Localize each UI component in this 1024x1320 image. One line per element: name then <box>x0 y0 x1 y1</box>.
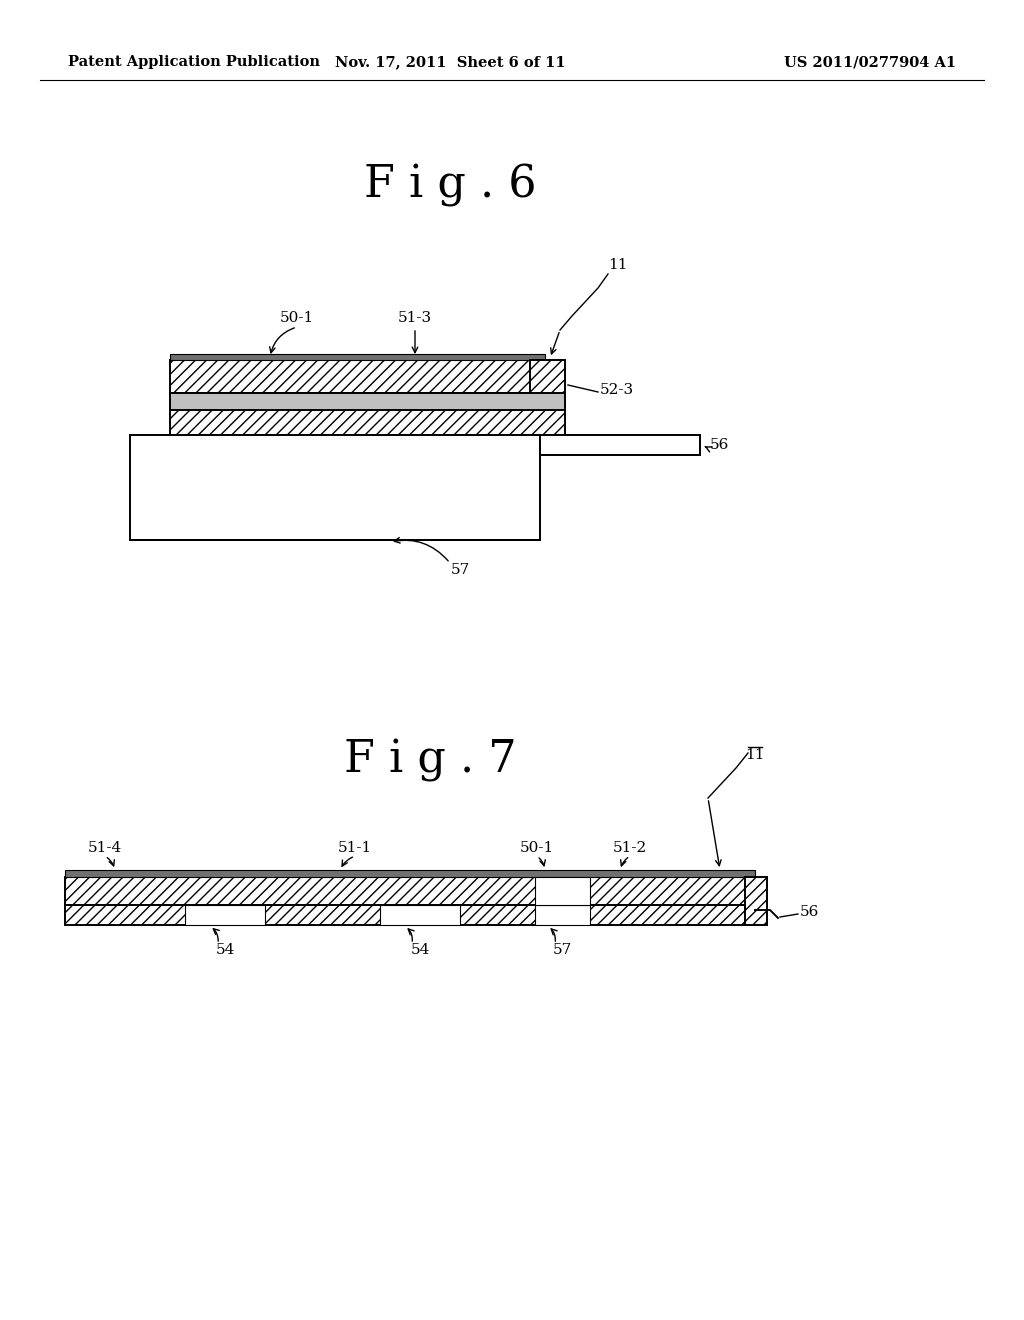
Bar <box>170 411 565 436</box>
FancyArrowPatch shape <box>706 446 712 451</box>
Text: 57: 57 <box>552 942 571 957</box>
Text: 57: 57 <box>451 564 470 577</box>
FancyArrowPatch shape <box>213 929 219 941</box>
Text: F i g . 7: F i g . 7 <box>344 738 516 781</box>
Text: US 2011/0277904 A1: US 2011/0277904 A1 <box>784 55 956 69</box>
Text: 51-4: 51-4 <box>88 841 122 855</box>
Text: F i g . 6: F i g . 6 <box>364 164 537 207</box>
Bar <box>185 906 265 925</box>
Bar <box>65 876 755 906</box>
Text: 51-3: 51-3 <box>398 312 432 325</box>
Text: 50-1: 50-1 <box>280 312 314 325</box>
FancyArrowPatch shape <box>413 331 418 352</box>
Bar <box>535 876 590 906</box>
Bar <box>65 906 755 925</box>
Bar <box>170 354 545 360</box>
FancyArrowPatch shape <box>551 929 557 941</box>
Text: 51-2: 51-2 <box>613 841 647 855</box>
Text: 54: 54 <box>215 942 234 957</box>
Text: 52-3: 52-3 <box>600 383 634 397</box>
Text: 11: 11 <box>608 257 628 272</box>
Bar <box>170 393 565 411</box>
Text: 50-1: 50-1 <box>520 841 554 855</box>
FancyArrowPatch shape <box>539 858 546 866</box>
Bar <box>540 436 700 455</box>
Bar <box>65 870 755 876</box>
Bar <box>130 436 540 540</box>
Bar <box>380 906 460 925</box>
Text: 54: 54 <box>411 942 430 957</box>
Bar <box>535 906 590 925</box>
Bar <box>745 876 767 925</box>
Text: 56: 56 <box>710 438 729 451</box>
FancyArrowPatch shape <box>342 857 352 866</box>
Text: Patent Application Publication: Patent Application Publication <box>68 55 319 69</box>
Text: 56: 56 <box>800 906 819 919</box>
Text: Nov. 17, 2011  Sheet 6 of 11: Nov. 17, 2011 Sheet 6 of 11 <box>335 55 565 69</box>
FancyArrowPatch shape <box>269 327 294 352</box>
Bar <box>170 360 545 393</box>
Bar <box>530 360 565 414</box>
Text: 11: 11 <box>745 748 765 762</box>
FancyArrowPatch shape <box>394 537 449 561</box>
FancyArrowPatch shape <box>621 858 628 866</box>
FancyArrowPatch shape <box>409 929 414 941</box>
Text: 51-1: 51-1 <box>338 841 372 855</box>
FancyArrowPatch shape <box>108 858 115 866</box>
